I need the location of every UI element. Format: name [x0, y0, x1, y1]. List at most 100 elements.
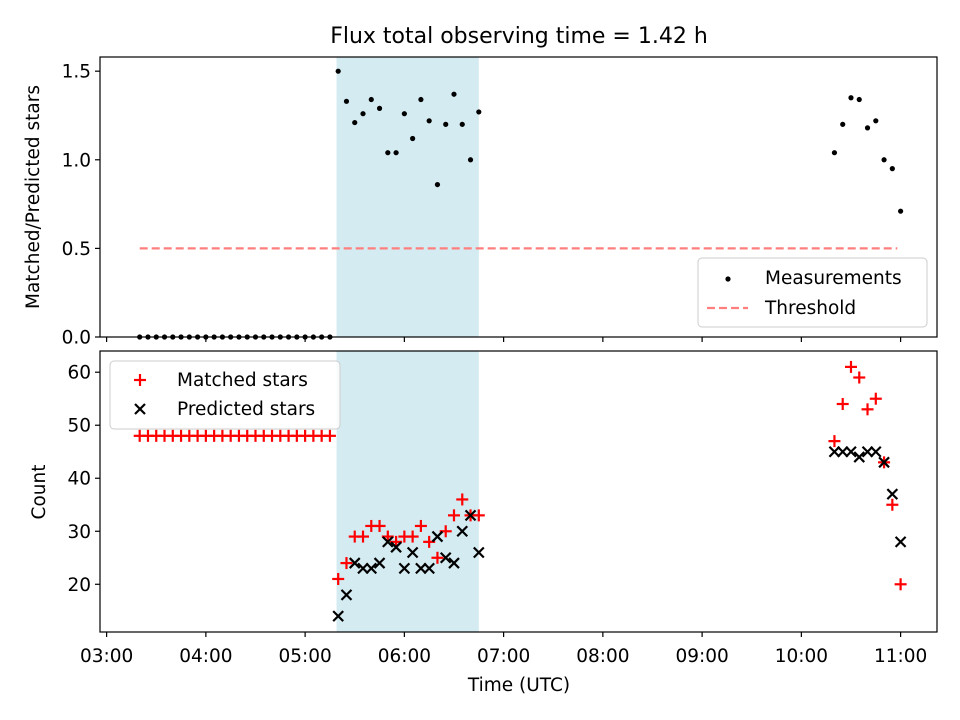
- measurement-point: [426, 118, 432, 124]
- legend-measurements-label: Measurements: [765, 268, 902, 289]
- top-ytick-label: 1.0: [62, 150, 91, 171]
- measurement-point: [467, 157, 474, 163]
- measurement-point: [434, 181, 441, 188]
- matched-star-point: [456, 493, 469, 506]
- predicted-star-point: [373, 557, 386, 569]
- predicted-star-point: [853, 451, 866, 463]
- measurement-point: [848, 95, 854, 101]
- predicted-star-point: [870, 445, 882, 458]
- bottom-plot-frame: [99, 350, 938, 633]
- top-ytick-label: 1.5: [62, 62, 91, 83]
- measurement-point: [459, 121, 465, 127]
- xtick-label: 07:00: [477, 646, 530, 667]
- predicted-star-point: [473, 546, 485, 559]
- bottom-shaded-region: [336, 351, 479, 632]
- matched-star-point: [357, 530, 370, 543]
- xtick-label: 06:00: [378, 646, 431, 667]
- xtick-label: 08:00: [576, 646, 629, 667]
- predicted-star-point: [828, 445, 841, 458]
- matched-star-point: [340, 557, 353, 570]
- bottom-panel: 20 30 40 50 60 03:00 04:00 05:00 06:00 07:00 08:0…: [29, 350, 938, 696]
- matched-star-point: [836, 398, 849, 411]
- matched-star-point: [414, 519, 427, 532]
- bottom-ytick-label: 50: [67, 416, 91, 437]
- measurement-point: [881, 157, 887, 163]
- matched-star-point: [861, 403, 874, 416]
- matched-star-point: [472, 509, 485, 522]
- matched-star-point: [853, 371, 866, 384]
- predicted-star-point: [382, 536, 394, 548]
- top-y-axis-label: Matched/Predicted stars: [23, 85, 44, 309]
- xtick-label: 04:00: [179, 646, 232, 667]
- predicted-star-point: [894, 536, 907, 548]
- matched-star-point: [869, 392, 882, 405]
- x-axis-label: Time (UTC): [467, 675, 570, 696]
- matched-star-point: [323, 429, 336, 442]
- top-ytick-label: 0.5: [62, 239, 91, 260]
- legend-predicted-label: Predicted stars: [177, 399, 315, 420]
- measurement-point: [385, 150, 391, 156]
- bottom-legend: Matched stars Predicted stars: [109, 360, 341, 430]
- legend-predicted-marker: [134, 403, 146, 415]
- predicted-star-point: [398, 562, 411, 575]
- predicted-star-point: [886, 488, 899, 500]
- measurement-point: [410, 135, 416, 142]
- measurement-point: [343, 98, 350, 104]
- predicted-star-point: [340, 589, 353, 601]
- bottom-legend-box: [109, 360, 341, 430]
- matched-star-point: [894, 578, 907, 591]
- top-plot-frame: [99, 56, 938, 338]
- measurement-point: [873, 118, 879, 124]
- measurement-point: [864, 125, 871, 131]
- measurement-point: [451, 91, 457, 97]
- predicted-star-point: [878, 456, 890, 469]
- measurement-point: [889, 166, 895, 172]
- matched-star-point: [886, 498, 899, 511]
- predicted-star-point: [439, 551, 452, 564]
- measurement-point: [335, 68, 341, 74]
- matched-star-point: [431, 551, 444, 564]
- measurement-point: [376, 105, 383, 111]
- legend-measurements-marker: [725, 276, 731, 282]
- bottom-ytick-label: 20: [67, 575, 91, 596]
- predicted-star-point: [357, 562, 369, 575]
- top-legend: Measurements Threshold: [697, 257, 928, 328]
- top-shaded-region: [336, 57, 479, 337]
- bottom-ytick-label: 30: [67, 522, 91, 543]
- matched-star-point: [844, 360, 857, 373]
- xtick-label: 05:00: [278, 646, 331, 667]
- measurement-point: [856, 96, 862, 103]
- xtick-label: 03:00: [80, 646, 133, 667]
- predicted-star-point: [861, 445, 874, 458]
- predicted-star-point: [464, 509, 477, 522]
- measurement-point: [443, 121, 449, 127]
- predicted-star-point: [365, 562, 378, 575]
- measurement-point: [840, 121, 846, 127]
- measurement-point: [401, 111, 407, 117]
- measurement-point: [368, 96, 374, 103]
- measurement-point: [352, 119, 358, 126]
- legend-matched-marker: [134, 374, 146, 386]
- predicted-star-point: [448, 557, 460, 569]
- predicted-star-point: [836, 445, 849, 458]
- legend-matched-label: Matched stars: [177, 370, 308, 391]
- predicted-star-point: [390, 541, 402, 553]
- predicted-star-point: [456, 525, 469, 538]
- bottom-y-axis-label: Count: [29, 465, 50, 520]
- matched-star-point: [373, 519, 386, 532]
- top-ytick-label: 0.0: [62, 328, 91, 349]
- predicted-star-point: [348, 557, 361, 569]
- measurement-point: [898, 208, 904, 214]
- measurement-point: [393, 150, 399, 156]
- bottom-ytick-label: 40: [67, 469, 91, 490]
- predicted-star-point: [845, 445, 857, 458]
- legend-threshold-label: Threshold: [764, 298, 856, 319]
- measurement-point: [360, 111, 366, 117]
- predicted-star-point: [415, 562, 427, 575]
- predicted-star-point: [332, 610, 344, 622]
- chart-title: Flux total observing time = 1.42 h: [330, 24, 708, 49]
- measurement-point: [476, 109, 482, 115]
- matched-star-point: [406, 530, 419, 543]
- matched-star-point: [332, 572, 345, 585]
